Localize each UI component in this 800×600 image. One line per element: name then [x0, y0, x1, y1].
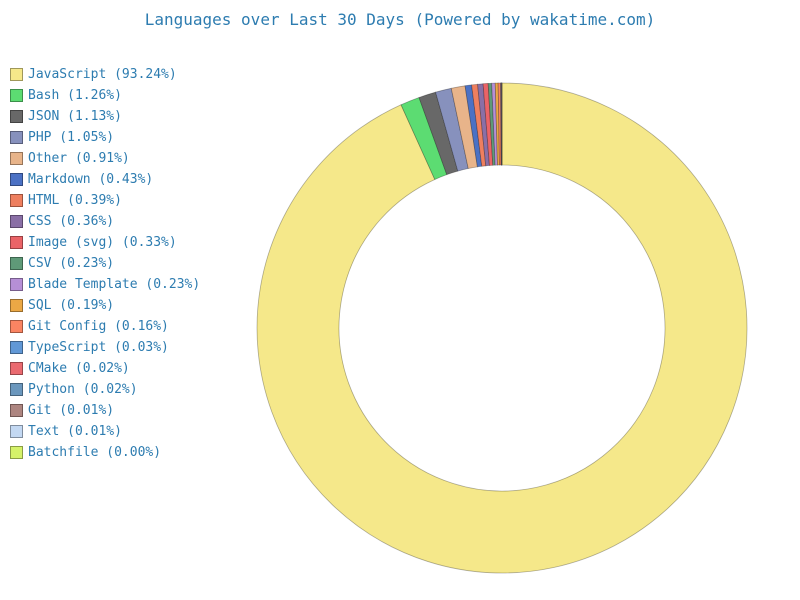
legend-label: Bash (1.26%) [28, 88, 122, 103]
legend-label: CSS (0.36%) [28, 214, 115, 229]
legend-item: Python (0.02%) [10, 379, 200, 400]
legend-label: Text (0.01%) [28, 424, 122, 439]
legend-swatch [10, 446, 23, 459]
legend-label: Markdown (0.43%) [28, 172, 154, 187]
legend: JavaScript (93.24%) Bash (1.26%) JSON (1.1… [10, 64, 200, 463]
legend-item: CSS (0.36%) [10, 211, 200, 232]
legend-swatch [10, 320, 23, 333]
pie-slice [471, 83, 487, 167]
legend-item: JavaScript (93.24%) [10, 64, 200, 85]
pie-slice [500, 82, 502, 166]
legend-swatch [10, 299, 23, 312]
legend-swatch [10, 257, 23, 270]
legend-item: CSV (0.23%) [10, 253, 200, 274]
legend-label: Git Config (0.16%) [28, 319, 169, 334]
legend-label: Python (0.02%) [28, 382, 138, 397]
legend-item: Image (svg) (0.33%) [10, 232, 200, 253]
legend-swatch [10, 173, 23, 186]
pie-slice [464, 84, 483, 168]
legend-swatch [10, 341, 23, 354]
legend-swatch [10, 215, 23, 228]
legend-swatch [10, 425, 23, 438]
legend-swatch [10, 362, 23, 375]
legend-label: Other (0.91%) [28, 151, 130, 166]
legend-item: Git (0.01%) [10, 400, 200, 421]
legend-item: SQL (0.19%) [10, 295, 200, 316]
pie-slice [491, 82, 498, 166]
legend-swatch [10, 68, 23, 81]
legend-item: Markdown (0.43%) [10, 169, 200, 190]
legend-item: TypeScript (0.03%) [10, 337, 200, 358]
legend-label: Batchfile (0.00%) [28, 445, 162, 460]
legend-label: CMake (0.02%) [28, 361, 130, 376]
pie-slice [435, 87, 469, 172]
legend-swatch [10, 110, 23, 123]
legend-item: Other (0.91%) [10, 148, 200, 169]
legend-swatch [10, 131, 23, 144]
pie-slice [256, 82, 748, 574]
legend-label: TypeScript (0.03%) [28, 340, 169, 355]
legend-item: HTML (0.39%) [10, 190, 200, 211]
legend-label: JavaScript (93.24%) [28, 67, 177, 82]
legend-label: Image (svg) (0.33%) [28, 235, 177, 250]
legend-label: Git (0.01%) [28, 403, 115, 418]
legend-swatch [10, 404, 23, 417]
legend-swatch [10, 278, 23, 291]
legend-item: Text (0.01%) [10, 421, 200, 442]
legend-item: PHP (1.05%) [10, 127, 200, 148]
legend-item: JSON (1.13%) [10, 106, 200, 127]
legend-swatch [10, 236, 23, 249]
legend-swatch [10, 194, 23, 207]
legend-swatch [10, 383, 23, 396]
pie-slice [487, 82, 496, 166]
legend-label: PHP (1.05%) [28, 130, 115, 145]
pie-slice [418, 91, 459, 176]
legend-label: HTML (0.39%) [28, 193, 122, 208]
legend-item: CMake (0.02%) [10, 358, 200, 379]
legend-label: Blade Template (0.23%) [28, 277, 201, 292]
legend-item: Bash (1.26%) [10, 85, 200, 106]
chart-title: Languages over Last 30 Days (Powered by … [144, 10, 656, 29]
pie-slice [500, 82, 502, 166]
pie-slice [482, 82, 494, 166]
pie-slice [477, 83, 490, 167]
legend-label: JSON (1.13%) [28, 109, 122, 124]
legend-item: Batchfile (0.00%) [10, 442, 200, 463]
legend-swatch [10, 152, 23, 165]
legend-label: SQL (0.19%) [28, 298, 115, 313]
legend-swatch [10, 89, 23, 102]
legend-item: Git Config (0.16%) [10, 316, 200, 337]
legend-label: CSV (0.23%) [28, 256, 115, 271]
legend-item: Blade Template (0.23%) [10, 274, 200, 295]
pie-slice [497, 82, 502, 166]
